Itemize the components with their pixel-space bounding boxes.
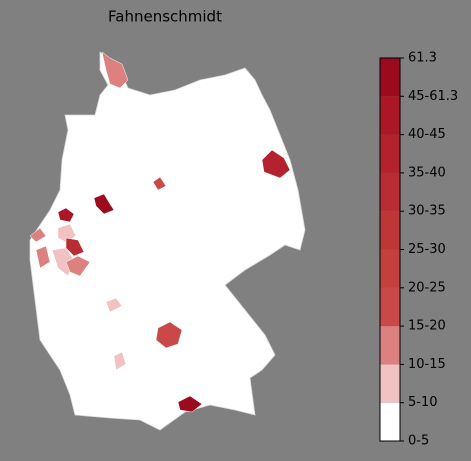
- district: [65, 237, 85, 257]
- district: [261, 149, 291, 179]
- colorbar-label: 25-30: [408, 242, 446, 257]
- colorbar-label: 10-15: [408, 357, 446, 372]
- district: [65, 255, 91, 277]
- colorbar-label: 20-25: [408, 280, 446, 295]
- colorbar-segment: [380, 402, 400, 441]
- colorbar-segment: [380, 58, 400, 97]
- colorbar-segment: [380, 287, 400, 327]
- district: [155, 321, 183, 349]
- germany-map: [29, 51, 306, 431]
- colorbar-segment: [380, 134, 400, 173]
- colorbar-segment: [380, 172, 400, 212]
- district: [105, 297, 123, 313]
- colorbar: 0-5 5-10 10-15 15-20 20-25 25-30 30-35 35-40 40-…: [379, 51, 458, 449]
- districts: [29, 51, 291, 413]
- district: [113, 351, 127, 371]
- colorbar-label: 0-5: [408, 434, 429, 449]
- colorbar-label: 5-10: [408, 395, 438, 410]
- colorbar-segment: [380, 96, 400, 135]
- colorbar-segment: [380, 211, 400, 250]
- map-title: Fahnenschmidt: [108, 8, 222, 26]
- colorbar-segment: [380, 326, 400, 365]
- district: [35, 245, 51, 269]
- colorbar-segment: [380, 249, 400, 288]
- district: [93, 193, 115, 215]
- colorbar-label: 30-35: [408, 204, 446, 219]
- district: [177, 395, 203, 413]
- colorbar-label: 15-20: [408, 319, 446, 334]
- district: [29, 227, 47, 243]
- district: [152, 176, 167, 191]
- colorbar-label: 45-61.3: [408, 89, 458, 104]
- colorbar-label: 35-40: [408, 165, 446, 180]
- colorbar-label: 61.3: [408, 51, 437, 66]
- country-outline: [29, 51, 306, 431]
- colorbar-label: 40-45: [408, 127, 446, 142]
- colorbar-segment: [380, 364, 400, 403]
- district: [57, 207, 75, 223]
- district: [101, 51, 129, 89]
